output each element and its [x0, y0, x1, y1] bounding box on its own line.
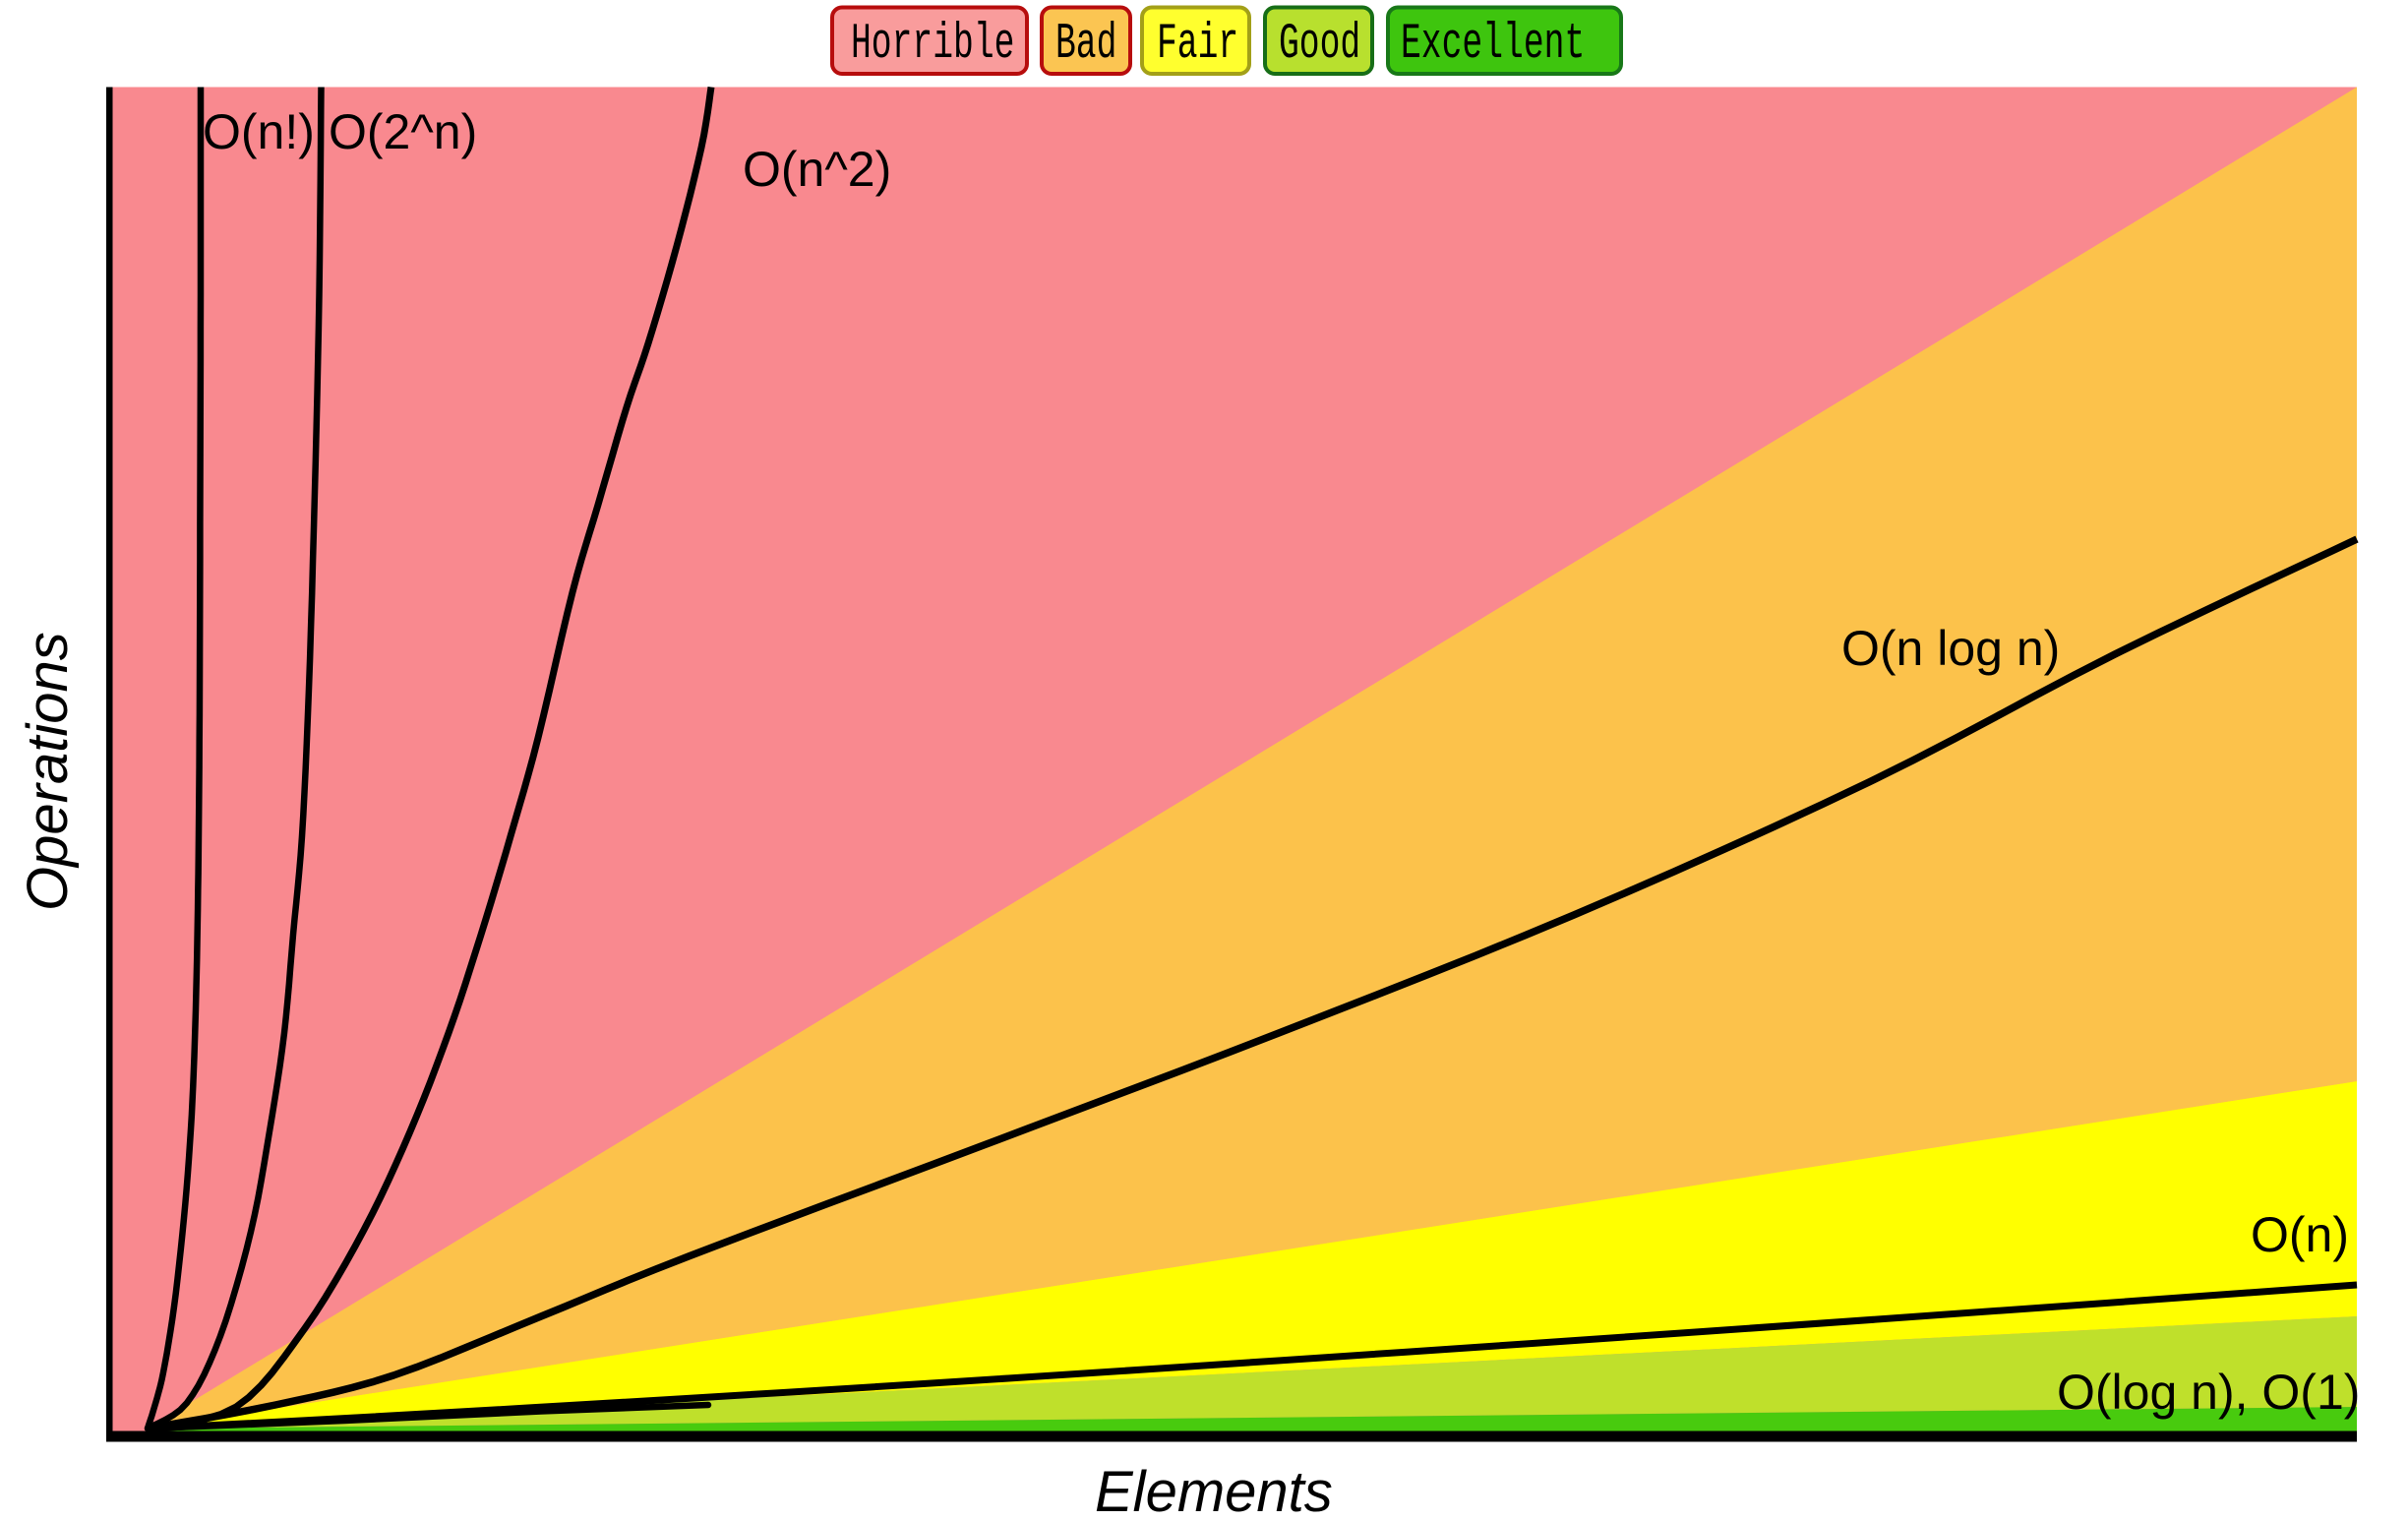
svg-text:Good: Good: [1279, 17, 1360, 73]
svg-text:Fair: Fair: [1157, 17, 1238, 73]
svg-text:O(n!): O(n!): [203, 104, 315, 159]
svg-text:O(n): O(n): [2251, 1207, 2349, 1262]
svg-text:Excellent: Excellent: [1401, 17, 1585, 73]
svg-text:Bad: Bad: [1055, 17, 1116, 73]
svg-text:O(2^n): O(2^n): [329, 104, 477, 159]
svg-text:O(n log n): O(n log n): [1841, 621, 2060, 676]
svg-text:Elements: Elements: [1095, 1460, 1333, 1521]
svg-text:O(n^2): O(n^2): [743, 142, 891, 197]
svg-text:Horrible: Horrible: [851, 17, 1014, 73]
svg-text:Operations: Operations: [16, 632, 80, 911]
svg-text:O(log n), O(1): O(log n), O(1): [2057, 1365, 2360, 1420]
